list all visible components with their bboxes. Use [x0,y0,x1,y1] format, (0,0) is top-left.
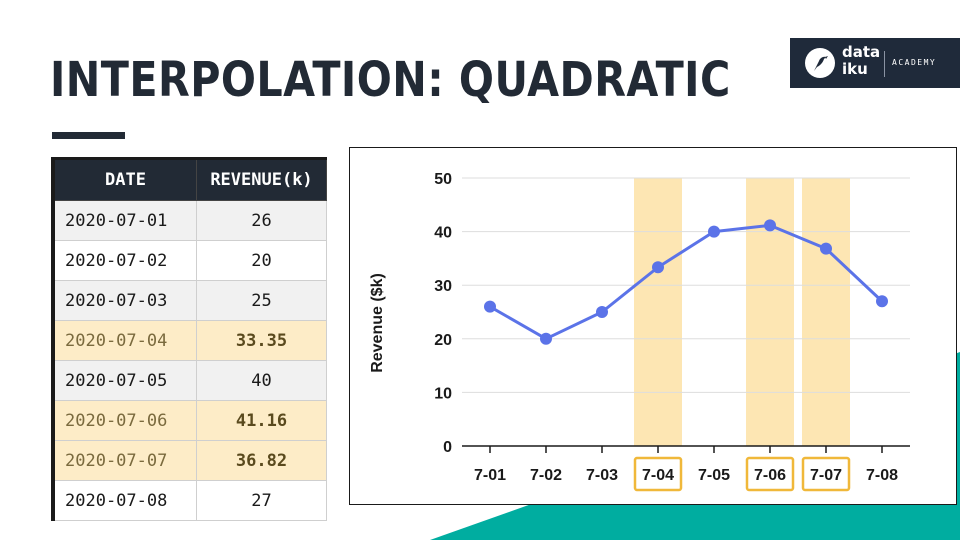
table-row: 2020-07-05 40 [52,360,327,401]
table-row-interpolated: 2020-07-07 36.82 [52,440,327,481]
cell-revenue: 26 [196,200,327,241]
highlight-band [634,178,682,446]
x-tick-label: 7-02 [530,467,562,484]
cell-revenue: 40 [196,360,327,401]
table-row: 2020-07-02 20 [52,240,327,281]
y-tick-label: 30 [434,278,452,295]
slide-title: INTERPOLATION: QUADRATIC [50,52,731,108]
cell-date: 2020-07-05 [52,360,197,401]
cell-revenue: 33.35 [196,320,327,361]
data-point [876,295,888,308]
cell-revenue: 27 [196,480,327,521]
x-tick-label: 7-01 [474,467,506,484]
series-line [489,223,884,341]
table-row: 2020-07-08 27 [52,480,327,521]
title-underline [52,132,125,139]
chart-svg: 0 10 20 30 40 50 7-01 7-02 7-03 7-04 7-05 7-06 7-07 7… [434,171,910,492]
logo-wordmark: data iku [842,44,880,78]
logo-word-line2: iku [842,60,868,78]
x-tick-label: 7-05 [698,467,730,484]
data-point [484,300,496,313]
y-tick-label: 50 [434,171,452,188]
cell-date: 2020-07-03 [52,280,197,321]
y-tick-label: 40 [434,225,452,242]
cell-revenue: 41.16 [196,400,327,441]
cell-date: 2020-07-02 [52,240,197,281]
cell-date: 2020-07-08 [52,480,197,521]
y-tick-label: 20 [434,332,452,349]
highlight-label-box [801,456,851,492]
cell-date: 2020-07-07 [52,440,197,481]
column-header-revenue: REVENUE(k) [196,158,327,201]
x-tick-label: 7-06 [754,467,786,484]
cell-date: 2020-07-06 [52,400,197,441]
dataiku-academy-logo: data iku ACADEMY [790,38,960,88]
cell-revenue: 20 [196,240,327,281]
revenue-chart: 0 10 20 30 40 50 7-01 7-02 7-03 7-04 7-05 7-06 7-07 7… [349,147,957,505]
table-row-interpolated: 2020-07-06 41.16 [52,400,327,441]
y-tick-label: 0 [443,439,452,456]
highlight-label-box [633,456,683,492]
cell-revenue: 36.82 [196,440,327,481]
data-point [596,306,608,318]
x-tick-label: 7-07 [810,467,842,484]
revenue-table: DATE REVENUE(k) 2020-07-01 26 2020-07-02 20… [51,157,327,521]
table-row-interpolated: 2020-07-04 33.35 [52,320,327,361]
bird-icon [814,56,828,71]
cell-date: 2020-07-04 [52,320,197,361]
table-row: 2020-07-03 25 [52,280,327,321]
y-tick-label: 10 [434,385,452,402]
table-row: 2020-07-01 26 [52,200,327,241]
data-point [764,219,776,232]
highlight-band [802,178,850,446]
y-axis-label: Revenue ($k) [369,273,386,373]
logo-divider [884,51,885,77]
highlight-band [746,178,794,446]
cell-date: 2020-07-01 [52,200,197,241]
x-tick-label: 7-04 [642,467,674,484]
column-header-date: DATE [52,158,197,201]
data-point [652,261,664,274]
data-point [708,225,720,238]
x-tick-label: 7-03 [586,467,618,484]
cell-revenue: 25 [196,280,327,321]
x-tick-label: 7-08 [866,467,898,484]
highlight-label-box [745,456,795,492]
logo-academy-label: ACADEMY [892,58,937,67]
table-header-row: DATE REVENUE(k) [52,158,327,201]
data-point [820,242,832,255]
data-point [540,332,552,345]
logo-word-line1: data [842,43,881,61]
